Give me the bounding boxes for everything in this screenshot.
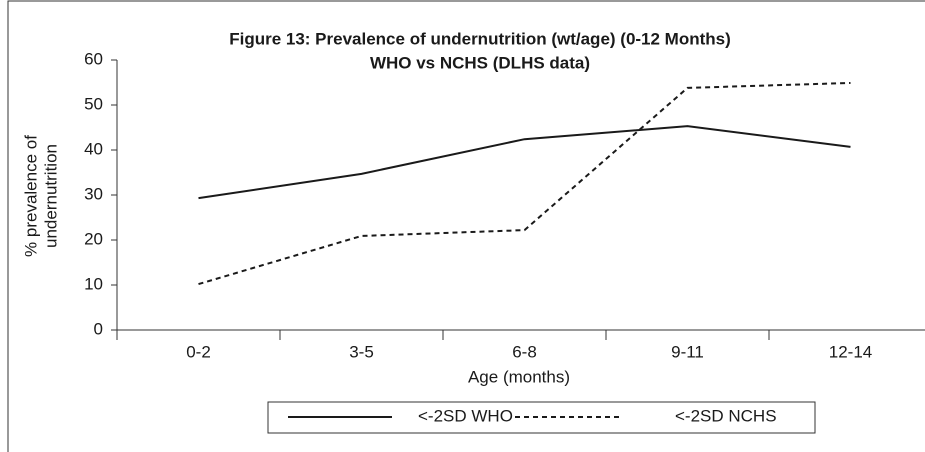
y-tick-label: 60 xyxy=(84,49,103,68)
y-tick-label: 50 xyxy=(84,94,103,113)
chart-subtitle: WHO vs NCHS (DLHS data) xyxy=(370,53,590,72)
x-tick-label: 12-14 xyxy=(829,342,872,361)
y-axis-title-line: % prevalence of xyxy=(21,135,40,257)
y-tick-label: 40 xyxy=(84,139,103,158)
x-tick-label: 9-11 xyxy=(671,342,704,361)
chart-title: Figure 13: Prevalence of undernutrition … xyxy=(229,29,731,48)
line-series xyxy=(198,125,851,200)
legend-label: <-2SD NCHS xyxy=(675,406,777,425)
x-tick-label: 0-2 xyxy=(186,342,211,361)
y-tick-label: 10 xyxy=(84,274,103,293)
line-series xyxy=(198,81,851,286)
chart-frame xyxy=(7,0,925,452)
y-tick-label: 20 xyxy=(84,229,103,248)
y-axis-title-line: undernutrition xyxy=(41,144,60,248)
y-tick-label: 30 xyxy=(84,184,103,203)
x-axis-title: Age (months) xyxy=(468,367,570,386)
x-tick-label: 3-5 xyxy=(349,342,374,361)
y-axis-title: % prevalence of undernutrition xyxy=(21,135,60,257)
y-tick-label: 0 xyxy=(94,319,103,338)
x-tick-label: 6-8 xyxy=(512,342,537,361)
legend-label: <-2SD WHO xyxy=(418,406,513,425)
